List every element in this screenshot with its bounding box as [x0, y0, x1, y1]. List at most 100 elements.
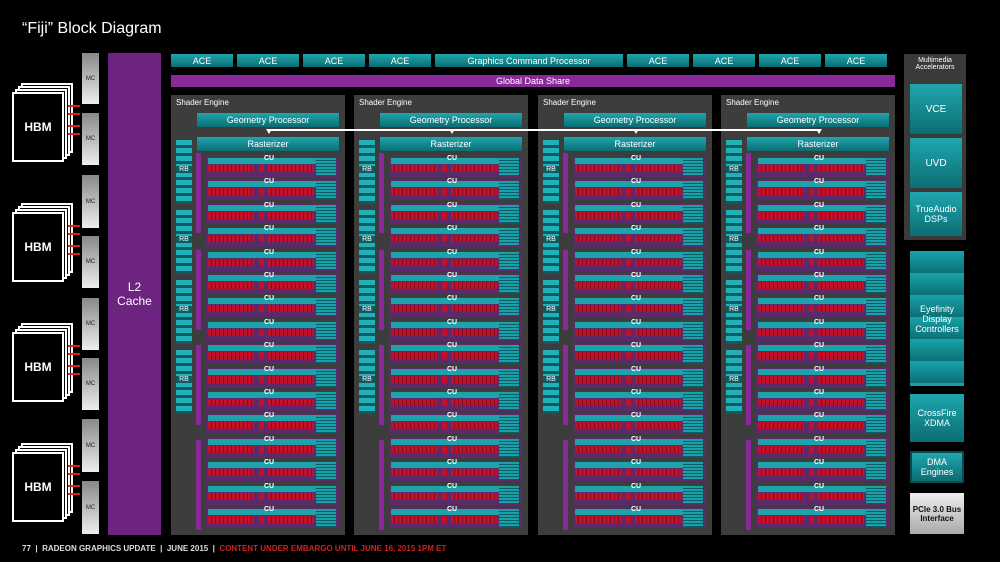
geometry-processor: Geometry Processor	[197, 113, 339, 127]
simd-block	[391, 352, 437, 360]
scheduler-block	[809, 282, 814, 289]
cu-label: CU	[814, 389, 825, 396]
render-backend: RB	[726, 350, 742, 414]
texture-units	[499, 204, 519, 223]
scheduler-block	[809, 469, 814, 477]
texture-units	[499, 509, 519, 527]
compute-unit: CU	[756, 459, 889, 482]
cu-label: CU	[447, 412, 458, 420]
scheduler-block	[626, 469, 631, 477]
shader-engine-title: Shader Engine	[176, 98, 229, 107]
cu-scalar-bar	[391, 345, 499, 352]
rb-label: RB	[726, 376, 742, 383]
compute-unit: CU	[573, 459, 706, 482]
ace-block: ACE	[627, 54, 689, 67]
rb-label: RB	[359, 376, 375, 383]
texture-units	[499, 345, 519, 364]
simd-block	[451, 422, 497, 430]
cu-label: CU	[631, 342, 642, 350]
simd-block	[208, 328, 254, 336]
cu-label: CU	[814, 365, 825, 373]
simd-block	[758, 375, 804, 383]
scheduler-block	[259, 235, 264, 243]
scheduler-block	[259, 188, 264, 196]
embargo-notice: CONTENT UNDER EMBARGO UNTIL JUNE 16, 201…	[219, 544, 447, 553]
rb-label: RB	[543, 306, 559, 313]
compute-unit: CU	[389, 249, 522, 271]
link-arrow-icon	[68, 485, 80, 487]
scheduler-block	[809, 445, 814, 453]
simd-block	[758, 165, 804, 172]
texture-units	[683, 485, 703, 504]
simd-block	[268, 445, 314, 453]
cu-scalar-bar	[575, 251, 683, 258]
simd-block	[451, 165, 497, 172]
link-arrow-icon	[68, 225, 80, 227]
simd-block	[391, 188, 437, 196]
compute-unit: CU	[573, 201, 706, 224]
cu-scalar-bar	[391, 181, 499, 188]
simd-block	[818, 328, 864, 336]
compute-unit: CU	[756, 295, 889, 318]
texture-units	[499, 228, 519, 247]
pcie-block: PCIe 3.0 Bus Interface	[910, 493, 964, 534]
shader-engine-title: Shader Engine	[726, 98, 779, 107]
cu-label: CU	[264, 342, 275, 350]
cu-scalar-bar	[208, 181, 316, 188]
memory-controller: MC	[82, 358, 99, 410]
cu-group-bar	[746, 345, 751, 425]
scheduler-block	[259, 445, 264, 453]
texture-units	[316, 275, 336, 293]
simd-block	[391, 282, 437, 289]
memory-controller: MC	[82, 53, 99, 104]
scheduler-block	[626, 282, 631, 289]
compute-unit: CU	[389, 202, 522, 224]
compute-unit: CU	[756, 412, 889, 435]
scheduler-block	[259, 492, 264, 500]
link-arrow-icon	[68, 373, 80, 375]
compute-unit: CU	[206, 178, 339, 201]
scheduler-block	[442, 305, 447, 313]
simd-block	[208, 258, 254, 266]
scheduler-block	[259, 211, 264, 219]
compute-unit: CU	[573, 436, 706, 458]
texture-units	[499, 368, 519, 387]
texture-units	[683, 158, 703, 176]
cu-group-bar	[196, 440, 201, 530]
texture-units	[683, 275, 703, 293]
texture-units	[683, 204, 703, 223]
scheduler-block	[626, 235, 631, 243]
ace-block: ACE	[759, 54, 821, 67]
cu-group-bar	[746, 153, 751, 233]
simd-block	[268, 492, 314, 500]
cu-scalar-bar	[208, 509, 316, 515]
simd-block	[758, 211, 804, 219]
cu-label: CU	[447, 295, 458, 303]
link-arrow-icon	[68, 353, 80, 355]
compute-unit: CU	[573, 506, 706, 528]
simd-block	[635, 492, 681, 500]
cu-label: CU	[447, 506, 458, 513]
cu-label: CU	[264, 506, 275, 513]
render-backend: RB	[176, 140, 192, 204]
scheduler-block	[442, 352, 447, 360]
simd-block	[635, 422, 681, 430]
cu-label: CU	[447, 342, 458, 350]
cu-scalar-bar	[208, 485, 316, 492]
trueaudio-block: TrueAudio DSPs	[910, 192, 962, 236]
cu-scalar-bar	[391, 438, 499, 445]
compute-unit: CU	[756, 249, 889, 271]
simd-block	[635, 445, 681, 453]
cu-label: CU	[631, 201, 642, 209]
cu-scalar-bar	[208, 251, 316, 258]
rasterizer: Rasterizer	[197, 137, 339, 151]
hbm-stack: HBM	[12, 212, 64, 282]
texture-units	[866, 438, 886, 457]
compute-unit: CU	[573, 249, 706, 271]
cu-label: CU	[264, 435, 275, 443]
simd-block	[451, 469, 497, 477]
vce-block: VCE	[910, 84, 962, 134]
crossfire-block: CrossFire XDMA	[910, 394, 964, 442]
cu-scalar-bar	[391, 275, 499, 281]
simd-block	[268, 422, 314, 430]
